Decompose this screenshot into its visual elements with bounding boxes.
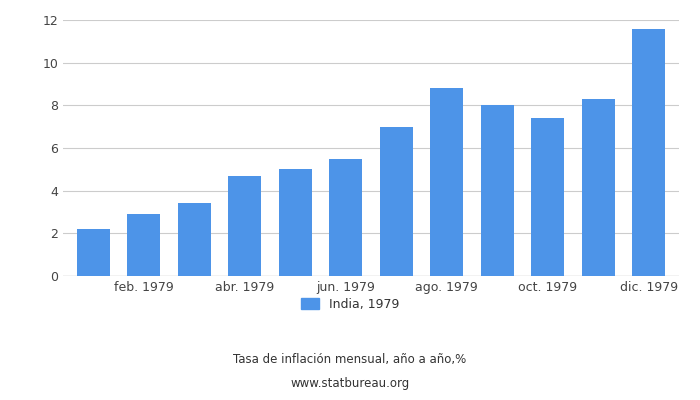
Legend: India, 1979: India, 1979 [296, 293, 404, 316]
Bar [279, 169, 312, 276]
Bar [127, 214, 160, 276]
Bar [481, 105, 514, 276]
Bar [430, 88, 463, 276]
Text: www.statbureau.org: www.statbureau.org [290, 378, 410, 390]
Bar [77, 229, 110, 276]
Bar [380, 127, 413, 276]
Bar [228, 176, 261, 276]
Text: Tasa de inflación mensual, año a año,%: Tasa de inflación mensual, año a año,% [233, 354, 467, 366]
Bar [329, 159, 362, 276]
Bar [632, 28, 665, 276]
Bar [582, 99, 615, 276]
Bar [178, 204, 211, 276]
Bar [531, 118, 564, 276]
